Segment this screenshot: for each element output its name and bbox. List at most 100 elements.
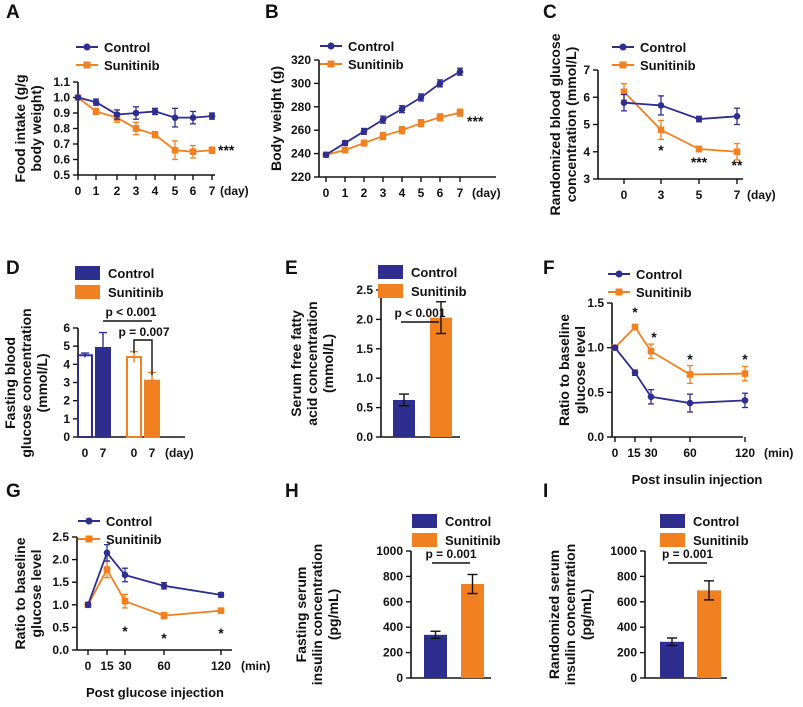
y-tick-label: 1000 — [610, 544, 637, 558]
x-tick-label: 7 — [149, 446, 156, 460]
data-point-sunitinib — [360, 139, 368, 147]
data-point-sunitinib — [189, 148, 197, 156]
x-tick-label: 2 — [114, 184, 121, 198]
x-tick-label: 6 — [437, 186, 444, 200]
x-unit-label: (min) — [241, 659, 270, 673]
y-tick-label: 6 — [583, 90, 590, 104]
p-value-label: p < 0.001 — [394, 306, 445, 320]
x-tick-label: 15 — [627, 446, 641, 460]
data-point-control — [647, 393, 655, 401]
data-point-control — [322, 151, 330, 159]
data-point-control — [379, 116, 387, 123]
y-tick-label: 6 — [63, 321, 70, 335]
data-point-control — [631, 369, 639, 376]
y-tick-label: 1000 — [376, 544, 403, 558]
x-tick-label: 60 — [157, 659, 171, 673]
legend-label-sunitinib: Sunitinib — [104, 58, 160, 73]
data-point-control — [151, 108, 159, 115]
legend-label-control: Control — [108, 266, 154, 281]
significance-marker: * — [122, 623, 128, 639]
bar-sunitinib-day0 — [126, 356, 142, 439]
y-tick-label: 220 — [291, 170, 311, 184]
y-tick-label: 1.0 — [53, 91, 70, 105]
data-point-sunitinib — [436, 114, 444, 121]
y-tick-label: 1.0 — [587, 341, 604, 355]
legend-marker-control — [619, 43, 627, 51]
y-axis-label-line: Randomized blood glucose — [547, 33, 563, 215]
significance-marker: * — [161, 630, 167, 646]
y-tick-label: 0.5 — [356, 401, 373, 415]
x-tick-label: 3 — [658, 188, 665, 202]
significance-marker: * — [218, 625, 224, 641]
y-tick-label: 5 — [63, 339, 70, 353]
y-tick-label: 1.1 — [53, 75, 70, 89]
panel-G: G 0.0 0.5 1.0 1.5 2.0 2.5 0 15 30 60 120 (min) Post g… — [6, 481, 270, 700]
x-tick-label: 30 — [118, 659, 132, 673]
legend-label-control: Control — [445, 514, 491, 529]
y-tick-label: 600 — [383, 595, 403, 609]
y-tick-label: 0.5 — [587, 385, 604, 399]
legend-label-sunitinib: Sunitinib — [445, 533, 501, 548]
panel-letter: H — [285, 481, 299, 502]
panel-letter: A — [6, 2, 20, 23]
panel-letter: C — [543, 2, 557, 23]
data-point-sunitinib — [208, 146, 216, 154]
y-tick-label: 200 — [383, 646, 403, 660]
bar-sunitinib — [430, 317, 452, 437]
data-point-sunitinib — [647, 347, 655, 355]
y-axis-label: Serum free fattyacid concentration(mmol/… — [288, 301, 336, 425]
panel-E: E 0.0 0.5 1.0 1.5 2.0 2.5 Control Sunitinib p < 0… — [285, 258, 467, 444]
y-axis-label-line: glucose level — [28, 550, 44, 638]
significance-marker: * — [651, 329, 657, 345]
legend-marker-sunitinib — [327, 60, 335, 68]
x-tick-label: 0 — [131, 446, 138, 460]
x-tick-label: 4 — [399, 186, 406, 200]
x-tick-label: 3 — [380, 186, 387, 200]
y-axis-label: Randomized blood glucoseconcentration (m… — [547, 33, 579, 215]
y-tick-label: 2.5 — [356, 283, 373, 297]
y-axis-label-line: Serum free fatty — [288, 310, 304, 417]
significance-marker: *** — [218, 142, 235, 158]
y-tick-label: 0.5 — [52, 620, 69, 634]
y-tick-label: 0 — [630, 671, 637, 685]
data-point-control — [103, 549, 111, 557]
data-point-control — [657, 102, 665, 109]
x-tick-label: 0 — [82, 446, 89, 460]
panel-letter: I — [543, 481, 548, 502]
x-tick-label: 7 — [457, 186, 464, 200]
data-point-control — [360, 128, 368, 135]
y-tick-label: 280 — [291, 100, 311, 114]
y-axis-label-line: (mmol/L) — [34, 353, 50, 412]
legend-label-sunitinib: Sunitinib — [108, 285, 164, 300]
y-tick-label: 1.0 — [356, 371, 373, 385]
legend-label-sunitinib: Sunitinib — [636, 285, 692, 300]
data-point-sunitinib — [733, 148, 741, 156]
data-point-control — [417, 94, 425, 101]
y-axis-label-line: Randomized serum — [546, 550, 562, 679]
y-axis-label-line: glucose level — [572, 326, 588, 414]
significance-marker: *** — [691, 154, 708, 170]
data-point-control — [189, 114, 197, 121]
data-point-control — [611, 344, 619, 351]
legend-swatch-sunitinib — [412, 533, 437, 547]
p-value-label: p = 0.001 — [662, 547, 713, 561]
x-axis-title: Post insulin injection — [632, 472, 763, 487]
data-point-sunitinib — [103, 566, 111, 573]
data-point-control — [741, 397, 749, 404]
data-point-control — [113, 111, 121, 118]
legend-label-control: Control — [106, 514, 152, 529]
series-line-sunitinib — [623, 91, 738, 153]
data-point-sunitinib — [160, 612, 168, 619]
data-point-control — [132, 109, 140, 117]
bar-control-day0 — [77, 354, 93, 438]
y-axis-label: Ratio to baselineglucose level — [12, 537, 44, 649]
y-tick-label: 0 — [63, 430, 70, 444]
legend-marker-control — [85, 517, 93, 525]
legend-swatch-control — [75, 266, 100, 280]
y-tick-label: 2.0 — [356, 312, 373, 326]
y-axis-label: Fasting seruminsulin concentration(pg/mL… — [293, 544, 341, 686]
data-point-sunitinib — [341, 146, 349, 154]
y-axis-label-line: insulin concentration — [562, 544, 578, 686]
